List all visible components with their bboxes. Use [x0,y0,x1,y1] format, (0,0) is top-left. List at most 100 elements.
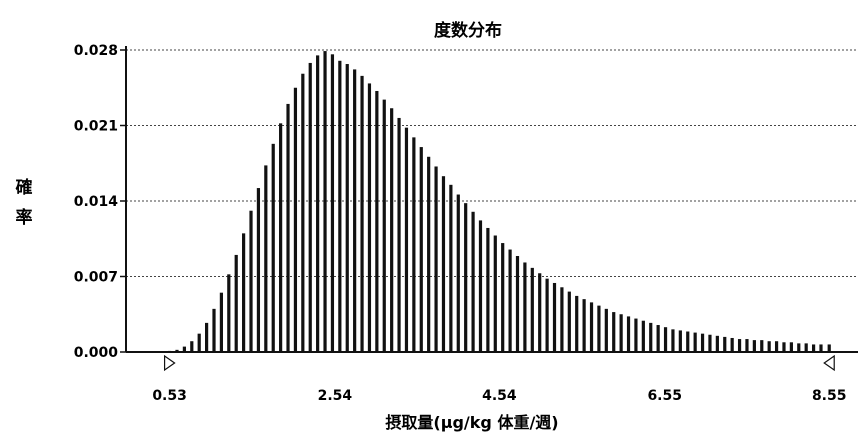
histogram-bar [338,60,342,353]
histogram-bar [501,243,505,352]
histogram-bar [249,210,253,352]
histogram-bar [582,299,586,352]
histogram-bar [612,312,616,352]
histogram-bar [478,220,483,352]
histogram-bar [316,55,320,353]
histogram-bar [827,344,831,352]
histogram-bar [486,227,490,352]
histogram-bar [279,123,283,352]
chart-title: 度数分布 [434,20,502,41]
histogram-bar [301,73,305,352]
histogram-bar [308,62,312,352]
histogram-bar [626,316,631,352]
axes [125,46,858,353]
histogram-bar [227,274,231,352]
histogram-bar [219,292,224,352]
histogram-bar [804,343,808,352]
histogram-bar [471,211,475,352]
x-tick-label: 6.55 [647,388,682,404]
histogram-bar [708,334,712,352]
histogram-bar [182,346,186,352]
y-tick-label: 0.014 [74,194,119,210]
histogram-bar [242,233,246,352]
histogram-bar [730,337,734,352]
histogram-bar [449,184,453,352]
histogram-bar [464,203,468,352]
bars [167,51,831,353]
histogram-bar [256,188,261,352]
histogram-bar [604,308,608,352]
histogram-bar [782,342,786,352]
histogram-bar [404,127,409,353]
x-tick-label: 4.54 [482,388,517,404]
histogram-bar [693,332,697,352]
histogram-bar [523,262,527,352]
histogram-bar [530,267,534,352]
histogram-bar [212,308,216,352]
histogram-bar [508,249,512,352]
histogram-bar [619,314,623,352]
histogram-bar [197,333,201,352]
histogram-bar [367,83,372,352]
range-end-marker [823,354,835,372]
histogram-bar [634,318,638,352]
histogram-bar [715,335,719,352]
histogram-bar [819,344,823,352]
histogram-bar [752,340,756,352]
histogram-bar [797,343,801,352]
histogram-bar [419,147,423,352]
histogram-bar [545,278,549,352]
histogram-bar [515,256,520,352]
histogram-bar [597,305,601,352]
histogram-bar [538,273,542,352]
histogram-bar [552,282,557,352]
histogram-bar [575,295,579,352]
range-start-marker [163,354,176,372]
histogram-bar [190,341,194,352]
histogram-bar [745,339,749,352]
histogram-bar [678,330,682,352]
histogram-bar [641,320,645,352]
histogram-bar [686,331,690,352]
histogram-bar [293,87,298,352]
histogram-bar [330,54,335,353]
histogram-bar [649,322,653,352]
y-axis-label: 確 率 [16,177,33,228]
x-axis-label: 摂取量(μg/kg 体重/週) [385,413,558,432]
histogram-bar [360,75,364,352]
histogram-bar [493,235,497,352]
histogram-bar [441,176,446,352]
histogram-bar [774,341,779,352]
histogram-bar [663,327,668,352]
histogram-bar [375,90,379,352]
y-tick-label: 0.000 [74,345,119,361]
x-tick-labels: 0.53 2.54 4.54 6.55 8.55 [152,388,846,404]
x-tick-label: 2.54 [318,388,353,404]
histogram-bar [700,333,705,352]
histogram-bar [567,291,571,352]
histogram-bar [234,254,238,352]
x-tick-label: 0.53 [152,388,187,404]
histogram-bar [671,329,675,352]
histogram-bar [323,51,327,352]
histogram-bar [434,166,438,352]
y-tick-label: 0.028 [74,43,118,59]
histogram-bar [456,194,460,352]
histogram-bar [286,103,290,352]
histogram-bar [412,137,416,352]
histogram-bar [723,336,727,352]
y-tick-labels: 0.000 0.007 0.014 0.021 0.028 [74,43,126,361]
histogram-bar [205,322,209,352]
histogram-bar [767,341,771,352]
histogram-bar [760,340,764,352]
x-tick-label: 8.55 [812,388,847,404]
grid-lines [126,49,858,277]
histogram-bar [656,325,660,352]
histogram-bar [589,302,594,352]
histogram-bar [427,156,431,352]
histogram-bar [789,342,793,352]
histogram-bar [264,165,268,352]
histogram-bar [345,64,349,353]
histogram-bar [811,344,816,352]
